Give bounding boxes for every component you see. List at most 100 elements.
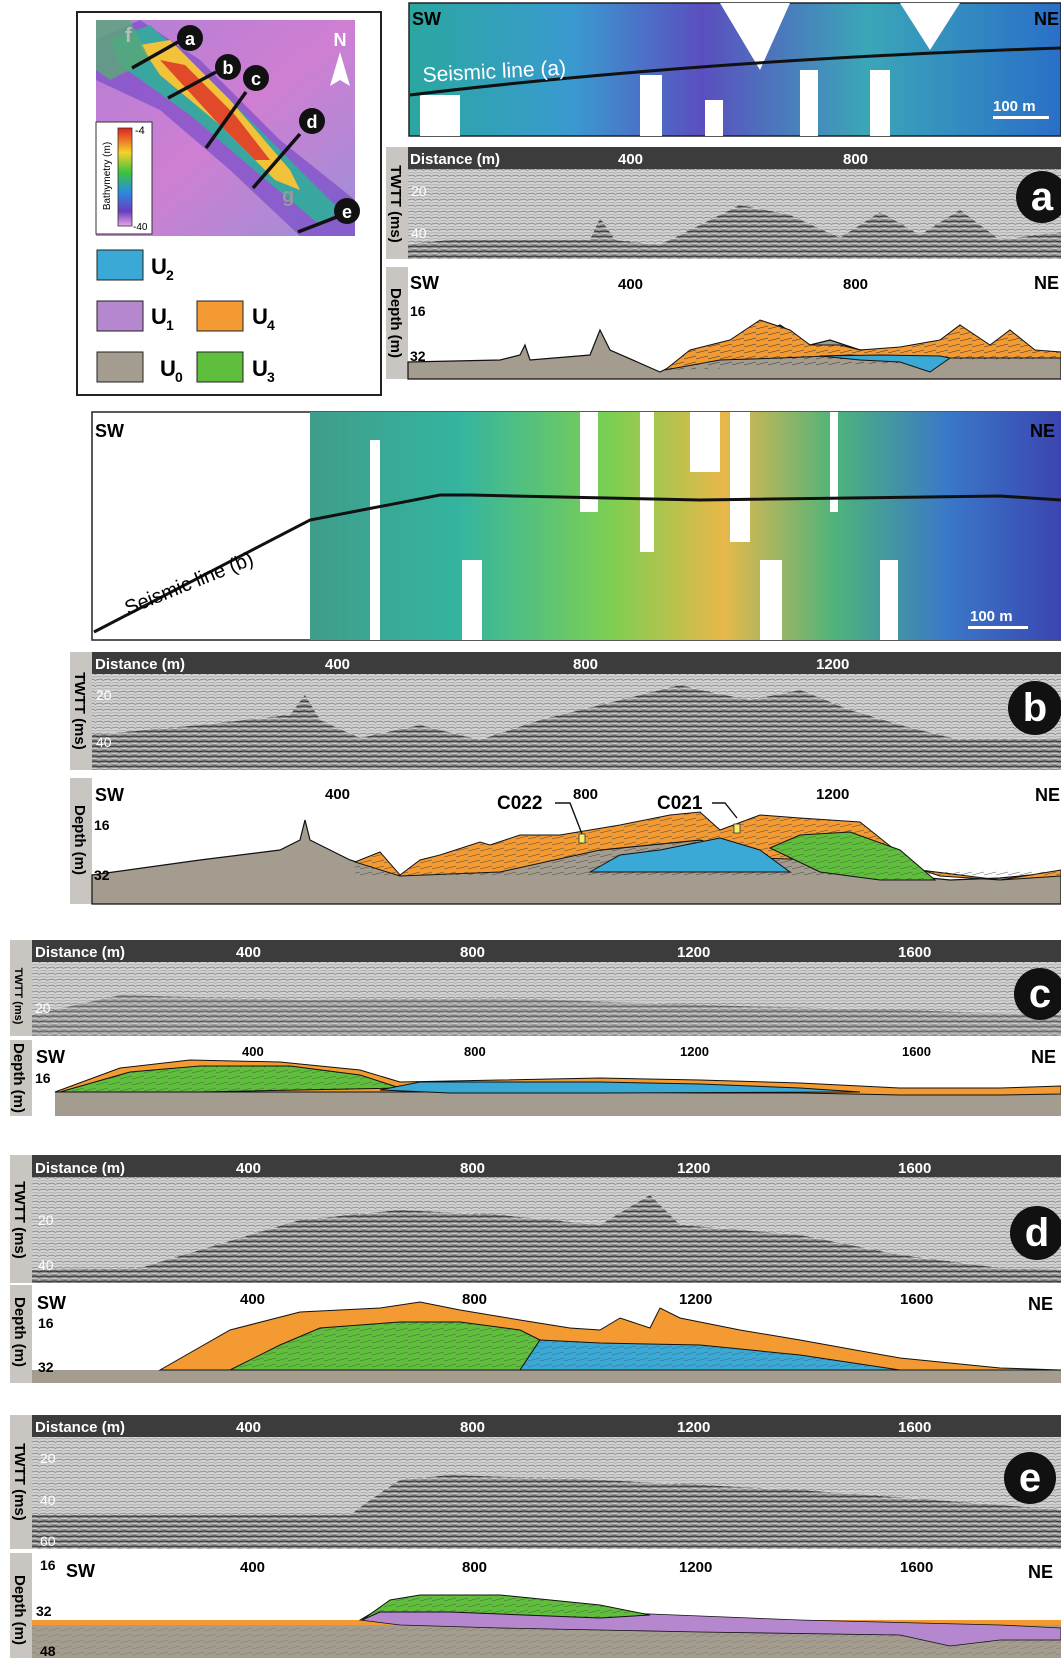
depth-d-sw: SW — [37, 1293, 66, 1313]
twtt-axis-label-b: TWTT (ms) — [71, 672, 88, 749]
twtt-tick-a-40: 40 — [411, 225, 427, 241]
scale-bar-b-label: 100 m — [970, 608, 1013, 625]
map-label-d: d — [307, 112, 318, 132]
twtt-tick-b-40: 40 — [96, 734, 112, 750]
twtt-tick-c-20: 20 — [35, 1000, 51, 1016]
panel-e: Distance (m) 400 800 1200 1600 TWTT (ms)… — [10, 1415, 1061, 1658]
bathy-b-sw: SW — [95, 421, 124, 441]
depth-dist-e-1600: 1600 — [900, 1559, 933, 1576]
depth-dist-c-800: 800 — [464, 1044, 486, 1059]
panel-b: SW NE Seismic line (b) 100 m Distance (m… — [70, 411, 1061, 905]
depth-b-ne: NE — [1035, 785, 1060, 805]
seismic-section-c: Distance (m) 400 800 1200 1600 TWTT (ms)… — [10, 940, 1061, 1036]
interpreted-section-c: SW NE 400 800 1200 1600 Depth (m) 16 — [10, 1040, 1061, 1116]
depth-dist-c-400: 400 — [242, 1044, 264, 1059]
core-c021-label: C021 — [657, 793, 703, 814]
legend-u3-label: U — [252, 356, 268, 381]
distance-label-d: Distance (m) — [35, 1160, 125, 1177]
dist-tick-b-400: 400 — [325, 656, 350, 673]
legend-item-u4: U 4 — [196, 300, 275, 333]
map-label-f: f — [125, 25, 132, 47]
depth-dist-d-400: 400 — [240, 1291, 265, 1308]
panel-letter-e: e — [1019, 1456, 1041, 1500]
twtt-tick-e-20: 20 — [40, 1450, 56, 1466]
depth-dist-a-400: 400 — [618, 276, 643, 293]
depth-dist-d-1600: 1600 — [900, 1291, 933, 1308]
depth-tick-d-32: 32 — [38, 1359, 54, 1375]
dist-tick-e-400: 400 — [236, 1419, 261, 1436]
depth-dist-b-800: 800 — [573, 786, 598, 803]
legend-u2-label: U — [151, 254, 167, 279]
legend-u4-sub: 4 — [267, 317, 275, 333]
legend-u4-label: U — [252, 304, 268, 329]
colorbar-title: Bathymetry (m) — [102, 142, 113, 210]
dist-tick-c-800: 800 — [460, 944, 485, 961]
legend-u1-label: U — [151, 304, 167, 329]
distance-label-a: Distance (m) — [410, 151, 500, 168]
bathy-a-sw: SW — [412, 9, 441, 29]
legend-item-u0: U 0 — [96, 351, 183, 385]
panel-letter-c: c — [1029, 972, 1051, 1016]
interpreted-section-b: SW NE 400 800 1200 Depth (m) 16 32 C022 … — [70, 778, 1061, 905]
depth-dist-c-1200: 1200 — [680, 1044, 709, 1059]
scale-bar-b: 100 m — [968, 608, 1028, 629]
legend-u1-sub: 1 — [166, 317, 174, 333]
legend-item-u2: U 2 — [96, 249, 174, 283]
depth-a-ne: NE — [1034, 273, 1059, 293]
depth-dist-b-400: 400 — [325, 786, 350, 803]
distance-label-c: Distance (m) — [35, 944, 125, 961]
map-label-b: b — [223, 58, 234, 78]
depth-tick-e-32: 32 — [36, 1603, 52, 1619]
depth-tick-a-32: 32 — [410, 348, 426, 364]
twtt-tick-d-40: 40 — [38, 1257, 54, 1273]
north-label: N — [334, 30, 347, 50]
panel-letter-d: d — [1025, 1211, 1049, 1255]
bathy-map-b: SW NE Seismic line (b) 100 m — [91, 411, 1061, 641]
interpreted-section-a: SW NE 400 800 Depth (m) 16 32 — [386, 267, 1061, 380]
dist-tick-a-400: 400 — [618, 151, 643, 168]
depth-axis-label-d: Depth (m) — [11, 1297, 28, 1367]
unit-legend: U 2 U 1 U 4 U 0 U 3 — [96, 249, 275, 385]
depth-dist-d-1200: 1200 — [679, 1291, 712, 1308]
legend-u0-label: U — [160, 356, 176, 381]
map-label-c: c — [251, 69, 261, 89]
depth-axis-label-a: Depth (m) — [387, 288, 404, 358]
dist-tick-c-1200: 1200 — [677, 944, 710, 961]
core-c021: C021 — [657, 793, 741, 834]
map-label-e: e — [342, 202, 352, 222]
depth-dist-a-800: 800 — [843, 276, 868, 293]
depth-e-ne: NE — [1028, 1562, 1053, 1582]
panel-letter-a: a — [1031, 175, 1054, 219]
twtt-tick-e-40: 40 — [40, 1492, 56, 1508]
depth-tick-b-32: 32 — [94, 867, 110, 883]
dist-tick-e-800: 800 — [460, 1419, 485, 1436]
legend-u2-sub: 2 — [166, 267, 174, 283]
panel-letter-b: b — [1023, 686, 1047, 730]
depth-e-sw: SW — [66, 1561, 95, 1581]
twtt-tick-b-20: 20 — [96, 687, 112, 703]
seismic-section-a: Distance (m) 400 800 TWTT (ms) 20 40 a — [386, 147, 1061, 259]
scale-bar-a-label: 100 m — [993, 98, 1036, 115]
depth-tick-d-16: 16 — [38, 1315, 54, 1331]
dist-tick-e-1600: 1600 — [898, 1419, 931, 1436]
index-map: Bathymetry (m) -4 -40 f a b c — [95, 20, 360, 236]
legend-u3-sub: 3 — [267, 369, 275, 385]
map-label-a: a — [185, 29, 196, 49]
panel-d: Distance (m) 400 800 1200 1600 TWTT (ms)… — [10, 1155, 1061, 1383]
dist-tick-d-1200: 1200 — [677, 1160, 710, 1177]
scale-bar-a: 100 m — [993, 98, 1049, 119]
depth-b-sw: SW — [95, 785, 124, 805]
depth-tick-a-16: 16 — [410, 303, 426, 319]
dist-tick-d-1600: 1600 — [898, 1160, 931, 1177]
dist-tick-c-1600: 1600 — [898, 944, 931, 961]
twtt-tick-e-60: 60 — [40, 1533, 56, 1549]
twtt-tick-d-20: 20 — [38, 1212, 54, 1228]
depth-dist-b-1200: 1200 — [816, 786, 849, 803]
north-arrow-icon: N — [330, 30, 350, 86]
depth-d-ne: NE — [1028, 1294, 1053, 1314]
dist-tick-d-400: 400 — [236, 1160, 261, 1177]
legend-u0-sub: 0 — [175, 369, 183, 385]
twtt-axis-label-d: TWTT (ms) — [11, 1181, 28, 1258]
depth-tick-e-48: 48 — [40, 1643, 56, 1658]
